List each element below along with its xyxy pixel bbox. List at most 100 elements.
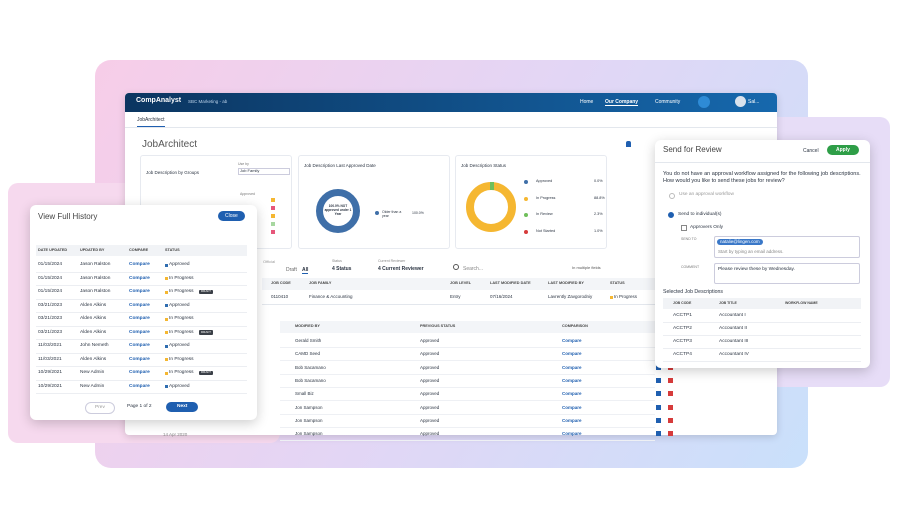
option: Approvers Only <box>690 224 724 230</box>
placeholder: Start by typing an email address. <box>718 249 784 254</box>
compare-link[interactable]: Compare <box>129 275 150 281</box>
nav-item[interactable]: Our Company <box>605 99 639 106</box>
bar <box>271 214 275 218</box>
cell: 01/15/2024 <box>38 289 63 294</box>
icon <box>668 391 673 397</box>
radio[interactable] <box>668 212 674 218</box>
cell: 03/21/2023 <box>38 302 63 308</box>
message: You do not have an approval workflow ass… <box>663 171 861 184</box>
cell: Jon Sampson <box>295 431 323 437</box>
compare-link[interactable]: Compare <box>129 329 150 335</box>
filter[interactable]: 4 Status <box>332 266 352 272</box>
draft-badge: DRAFT <box>199 329 213 335</box>
tab[interactable]: JobArchitect <box>137 117 165 127</box>
compare-link[interactable]: Compare <box>562 431 582 437</box>
legend-value: 0.0% <box>594 179 603 183</box>
page-indicator: Page 1 of 2 <box>127 404 152 409</box>
compare-link[interactable]: Compare <box>129 356 150 362</box>
compare-link[interactable]: Compare <box>562 338 582 343</box>
status-dot <box>165 358 168 361</box>
draft-badge: DRAFT <box>199 370 213 376</box>
cell: 07/16/2024 <box>490 294 513 299</box>
cell: New Admin <box>80 370 105 375</box>
column-header: STATUS <box>610 281 625 285</box>
status: In Progress <box>169 370 194 375</box>
compare-link[interactable]: Compare <box>562 417 582 423</box>
row-line <box>280 386 655 388</box>
row-line <box>36 325 247 327</box>
next-button[interactable]: Next <box>166 402 199 412</box>
cell: 10/29/2021 <box>38 383 63 389</box>
legend-value: 100.0% <box>412 211 424 215</box>
compare-link[interactable]: Compare <box>562 351 582 357</box>
compare-link[interactable]: Compare <box>129 370 150 375</box>
cell: Accountant III <box>719 339 749 344</box>
cell: Approved <box>420 364 440 370</box>
column-header: JOB CODE <box>673 301 692 305</box>
compare-link[interactable]: Compare <box>129 383 150 389</box>
close-button[interactable]: Close <box>218 211 245 221</box>
legend-dot <box>524 196 528 201</box>
legend-dot <box>524 180 528 184</box>
row-line <box>280 347 655 348</box>
chart-card <box>298 155 450 249</box>
bar <box>271 198 275 202</box>
cancel-button[interactable]: Cancel <box>803 148 819 154</box>
apply-button[interactable]: Apply <box>827 145 859 155</box>
status: In Progress <box>169 275 194 281</box>
compare-link[interactable]: Compare <box>129 262 150 267</box>
compare-link[interactable]: Compare <box>129 343 150 348</box>
filter[interactable]: 4 Current Reviewer <box>378 266 424 272</box>
review-dialog <box>655 140 870 368</box>
column-header: LAST MODIFIED BY <box>548 281 584 285</box>
nav-item[interactable]: Home <box>580 99 594 105</box>
cell: Accountant I <box>719 313 746 318</box>
status: Approved <box>169 262 190 267</box>
search-button <box>698 96 710 108</box>
cell: Bob Sacamano <box>295 377 326 383</box>
icon <box>656 404 661 410</box>
compare-link[interactable]: Compare <box>562 364 582 370</box>
status: In Progress <box>169 329 194 335</box>
search-scope: In multiple fields <box>572 265 601 270</box>
option: Use an approval workflow <box>679 192 734 197</box>
radio[interactable] <box>669 193 675 199</box>
nav-item[interactable]: Community <box>655 99 681 105</box>
compare-link[interactable]: Compare <box>129 302 150 308</box>
status-dot <box>165 304 168 307</box>
view-tab[interactable]: Draft <box>286 267 297 273</box>
cell: Alden Alkins <box>80 316 107 321</box>
cell: Alden Alkins <box>80 329 107 335</box>
bar <box>271 222 275 226</box>
cell: Approved <box>420 338 440 343</box>
search[interactable]: Search... <box>463 266 484 272</box>
compare-link[interactable]: Compare <box>562 404 582 410</box>
row-line <box>262 304 655 305</box>
cell: Jason Ralston <box>80 262 111 267</box>
column-header: COMPARE <box>129 248 149 252</box>
legend-label: Approved <box>536 179 553 183</box>
checkbox[interactable] <box>681 225 687 231</box>
status-dot <box>165 290 168 294</box>
table-header <box>262 278 655 290</box>
filter-label: Status <box>332 259 342 263</box>
compare-link[interactable]: Compare <box>562 391 582 397</box>
row-line <box>36 285 247 286</box>
select[interactable]: Job Family <box>238 168 290 175</box>
cell: 01/15/2024 <box>38 275 63 281</box>
cell: 10/29/2021 <box>38 370 63 375</box>
compare-link[interactable]: Compare <box>562 377 582 383</box>
comment: Please review these by Wednesday. <box>718 267 795 272</box>
prev-button[interactable]: Prev <box>85 402 115 414</box>
view-tab[interactable]: All <box>302 267 309 274</box>
icon <box>656 417 661 423</box>
section-title: Selected Job Descriptions <box>663 289 723 295</box>
status-dot <box>165 317 168 321</box>
bar <box>271 206 275 210</box>
brand: CompAnalyst <box>136 97 182 104</box>
cell: Accountant II <box>719 326 747 331</box>
page-title: JobArchitect <box>142 139 198 150</box>
cell: Alden Alkins <box>80 302 107 308</box>
compare-link[interactable]: Compare <box>129 289 150 294</box>
compare-link[interactable]: Compare <box>129 316 150 321</box>
